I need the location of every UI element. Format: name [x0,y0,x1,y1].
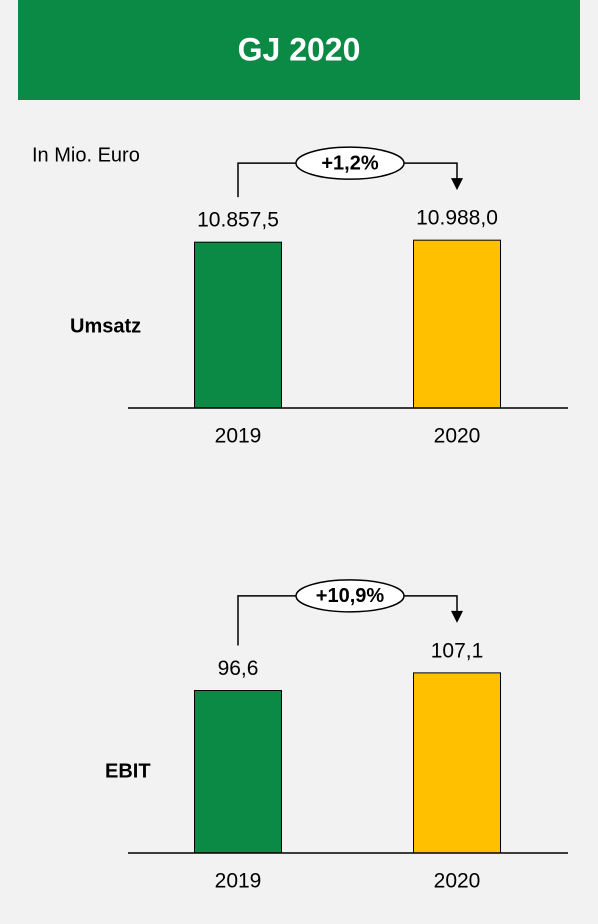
value-label: 10.988,0 [416,207,498,230]
arrow-head [451,178,463,191]
arrow-head [451,610,463,623]
value-label: 10.857,5 [197,209,279,232]
annotation-bubble [295,579,405,613]
x-tick-label: 2020 [434,425,481,448]
annotation: +10,9% [316,585,385,607]
unit-note: In Mio. Euro [32,144,140,166]
bar [194,241,282,409]
x-tick-label: 2020 [434,870,481,893]
chart-label: Umsatz [70,315,141,337]
value-label: 107,1 [431,639,484,662]
header-title: GJ 2020 [238,31,361,67]
bar [413,672,501,854]
x-tick-label: 2019 [215,870,262,893]
annotation-bubble [295,146,405,180]
bar [194,690,282,854]
annotation: +1,2% [321,152,378,174]
bar [413,239,501,409]
x-tick-label: 2019 [215,425,262,448]
header [18,0,580,100]
chart-label: EBIT [105,760,151,782]
value-label: 96,6 [218,657,259,680]
